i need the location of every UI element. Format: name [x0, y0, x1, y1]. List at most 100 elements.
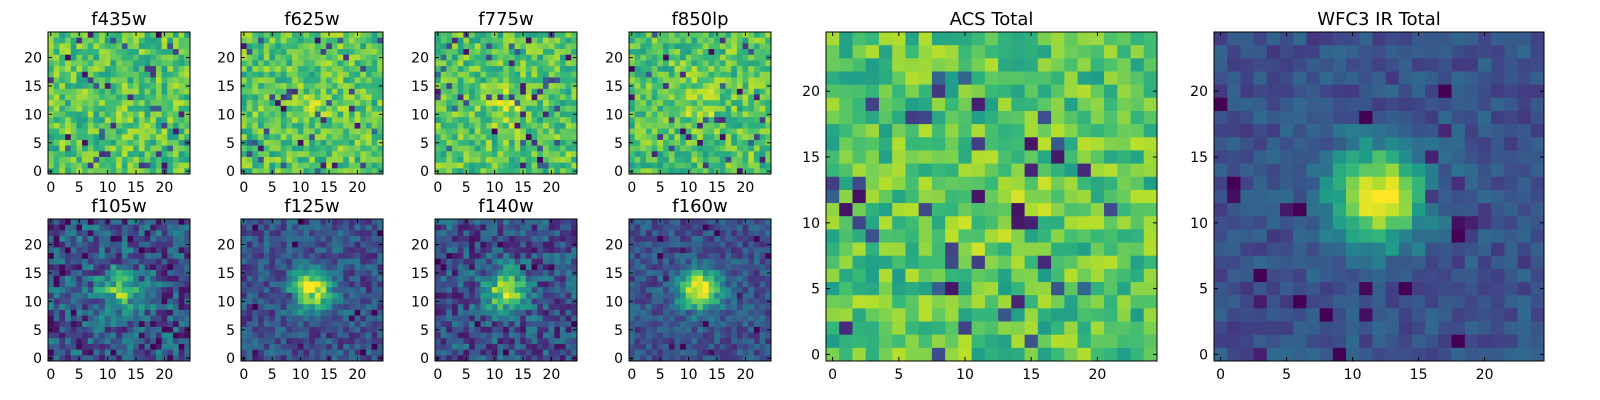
heatmap-cell	[377, 71, 384, 78]
heatmap-cell	[263, 88, 270, 95]
heatmap-cell	[514, 54, 521, 61]
heatmap-cell	[525, 100, 532, 107]
heatmap-cell	[133, 145, 140, 152]
heatmap-cell	[457, 236, 464, 243]
heatmap-cell	[486, 281, 493, 288]
heatmap-cell	[99, 122, 106, 129]
heatmap-cell	[486, 83, 493, 90]
heatmap-cell	[286, 43, 293, 50]
heatmap-cell	[354, 43, 361, 50]
heatmap-cell	[651, 247, 658, 254]
heatmap-cell	[314, 54, 321, 61]
heatmap-cell	[263, 71, 270, 78]
heatmap-cell	[702, 236, 709, 243]
heatmap-cell	[765, 264, 772, 271]
heatmap-cell	[309, 355, 316, 362]
heatmap-cell	[116, 219, 123, 226]
heatmap-cell	[629, 162, 636, 169]
heatmap-cell	[480, 298, 487, 305]
heatmap-cell	[525, 71, 532, 78]
heatmap-cell	[292, 309, 299, 316]
heatmap-cell	[70, 275, 77, 282]
heatmap-cell	[252, 219, 259, 226]
heatmap-cell	[531, 71, 538, 78]
heatmap-cell	[343, 298, 350, 305]
heatmap-cell	[663, 304, 670, 311]
heatmap-cell	[514, 264, 521, 271]
heatmap-cell	[497, 275, 504, 282]
heatmap-cell	[53, 32, 60, 39]
heatmap-cell	[742, 258, 749, 265]
heatmap-cell	[297, 332, 304, 339]
heatmap-cell	[554, 304, 561, 311]
heatmap-cell	[65, 355, 72, 362]
heatmap-cell	[680, 32, 687, 39]
heatmap-cell	[634, 230, 641, 237]
heatmap-cell	[309, 117, 316, 124]
y-tick-label: 10	[411, 107, 429, 123]
heatmap-cell	[634, 139, 641, 146]
heatmap-cell	[742, 134, 749, 141]
heatmap-cell	[150, 219, 157, 226]
heatmap-cell	[469, 151, 476, 158]
heatmap-cell	[691, 111, 698, 118]
heatmap-cell	[93, 88, 100, 95]
heatmap-cell	[486, 151, 493, 158]
heatmap-cell	[121, 100, 128, 107]
heatmap-cell	[65, 83, 72, 90]
heatmap-cell	[474, 37, 481, 44]
heatmap-cell	[371, 32, 378, 39]
heatmap-cell	[121, 71, 128, 78]
heatmap-cell	[640, 264, 647, 271]
heatmap-cell	[331, 66, 338, 73]
heatmap-cell	[116, 253, 123, 260]
heatmap-cell	[514, 145, 521, 152]
heatmap-cell	[469, 88, 476, 95]
heatmap-cell	[354, 162, 361, 169]
heatmap-cell	[331, 326, 338, 333]
heatmap-cell	[172, 241, 179, 248]
heatmap-cell	[121, 292, 128, 299]
heatmap-cell	[457, 88, 464, 95]
heatmap-cell	[651, 264, 658, 271]
heatmap-cell	[269, 236, 276, 243]
heatmap-cell	[759, 94, 766, 101]
x-tick-label: 20	[156, 180, 174, 196]
heatmap-cell	[719, 236, 726, 243]
heatmap-cell	[138, 168, 145, 175]
heatmap-cell	[82, 230, 89, 237]
heatmap-cell	[144, 54, 151, 61]
heatmap-cell	[309, 168, 316, 175]
heatmap-cell	[48, 309, 55, 316]
heatmap-cell	[742, 60, 749, 67]
heatmap-cell	[280, 349, 287, 356]
heatmap-cell	[640, 100, 647, 107]
heatmap-cell	[263, 281, 270, 288]
heatmap-cell	[320, 145, 327, 152]
heatmap-cell	[263, 332, 270, 339]
heatmap-cell	[53, 349, 60, 356]
heatmap-cell	[87, 258, 94, 265]
heatmap-cell	[263, 94, 270, 101]
heatmap-cell	[252, 122, 259, 129]
x-tick-label: 15	[320, 367, 338, 383]
heatmap-cell	[736, 54, 743, 61]
heatmap-cell	[440, 151, 447, 158]
heatmap-cell	[503, 128, 510, 135]
heatmap-cell	[663, 66, 670, 73]
heatmap-cell	[48, 224, 55, 231]
heatmap-cell	[297, 247, 304, 254]
heatmap-cell	[697, 264, 704, 271]
heatmap-cell	[537, 275, 544, 282]
heatmap-cell	[59, 117, 66, 124]
heatmap-cell	[320, 298, 327, 305]
heatmap-cell	[292, 230, 299, 237]
heatmap-cell	[104, 43, 111, 50]
x-tick-label: 10	[99, 367, 117, 383]
heatmap-cell	[167, 230, 174, 237]
heatmap-cell	[269, 247, 276, 254]
heatmap-cell	[292, 264, 299, 271]
heatmap-cell	[337, 321, 344, 328]
heatmap-cell	[297, 83, 304, 90]
heatmap-cell	[99, 224, 106, 231]
